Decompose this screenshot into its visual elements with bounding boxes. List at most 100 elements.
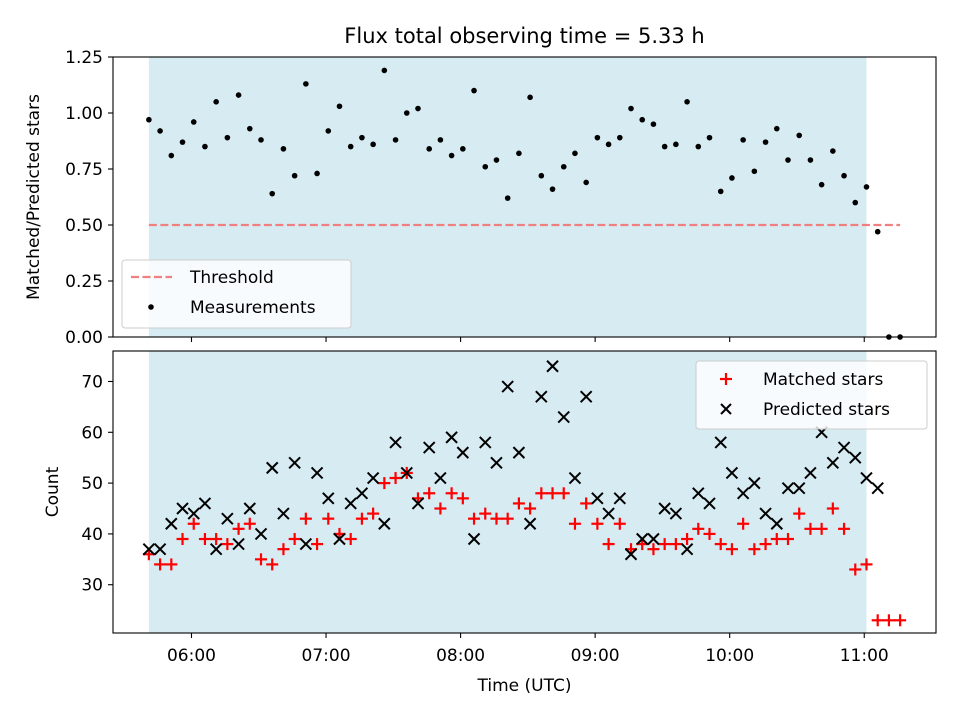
matched-star-point	[344, 533, 357, 545]
predicted-star-point	[512, 446, 526, 459]
measurement-point	[437, 137, 444, 143]
matched-star-point	[154, 558, 167, 571]
predicted-star-point	[523, 517, 537, 530]
top-legend: Threshold Measurements	[121, 259, 352, 329]
top-y-axis-label: Matched/Predicted stars	[24, 94, 44, 300]
predicted-star-point	[266, 461, 279, 475]
measurement-point	[157, 128, 163, 134]
top-y-tick-label: 0.00	[65, 328, 103, 348]
measurement-point	[291, 172, 298, 179]
matched-star-point	[501, 512, 514, 525]
matched-star-point	[277, 543, 290, 556]
matched-star-point	[658, 538, 671, 551]
measurement-point	[516, 150, 522, 157]
matched-star-point	[568, 517, 581, 530]
measurement-point	[258, 137, 264, 143]
bottom-y-tick-label: 60	[81, 423, 103, 443]
matched-star-point	[681, 533, 694, 545]
predicted-star-point	[209, 542, 223, 556]
legend-predicted-swatch	[720, 403, 732, 415]
top-chart-title: Flux total observing time = 5.33 h	[344, 24, 704, 48]
bottom-legend-frame	[695, 360, 928, 430]
matched-star-point	[725, 543, 738, 556]
predicted-star-point	[837, 441, 851, 454]
measurement-point	[280, 146, 287, 152]
measurement-point	[213, 99, 219, 105]
measurement-point	[695, 143, 702, 150]
predicted-star-point	[411, 497, 425, 510]
measurement-point	[370, 141, 376, 148]
predicted-star-point	[389, 436, 402, 449]
measurement-point	[415, 105, 421, 112]
matched-star-point	[737, 517, 750, 530]
measurement-point	[617, 134, 623, 141]
top-plot-marks	[146, 67, 903, 340]
matched-star-point	[266, 558, 279, 571]
legend-measurements-swatch	[148, 304, 154, 310]
predicted-star-point	[748, 476, 761, 490]
measurement-point	[684, 99, 690, 105]
matched-star-point	[232, 522, 245, 535]
bottom-y-tick-label: 40	[81, 525, 103, 545]
predicted-star-point	[624, 548, 638, 561]
matched-star-point	[669, 538, 682, 551]
measurement-point	[269, 190, 276, 197]
matched-star-point	[613, 517, 626, 530]
matched-star-point	[165, 558, 178, 571]
matched-star-point	[826, 502, 839, 515]
measurement-point	[202, 143, 208, 150]
measurement-point	[314, 170, 320, 177]
matched-star-point	[860, 558, 873, 571]
predicted-star-point	[467, 532, 481, 546]
measurement-point	[426, 146, 432, 152]
predicted-star-point	[736, 487, 750, 500]
matched-star-point	[187, 517, 200, 530]
measurement-point	[729, 175, 735, 181]
predicted-star-point	[187, 507, 200, 520]
top-y-axis: 0.00 0.25 0.50 0.75 1.00 1.25	[65, 48, 113, 348]
predicted-star-point	[366, 471, 380, 485]
measurement-point	[572, 150, 578, 157]
predicted-star-point	[142, 542, 156, 556]
matched-star-point	[602, 538, 615, 551]
top-y-tick-label: 1.25	[65, 48, 103, 68]
measurement-point	[830, 148, 836, 154]
measurement-point	[482, 163, 489, 170]
measurement-point	[773, 125, 780, 132]
predicted-star-point	[288, 456, 301, 469]
predicted-star-point	[243, 502, 257, 515]
measurement-point	[303, 81, 309, 87]
matched-star-point	[210, 533, 223, 545]
predicted-star-point	[636, 532, 649, 546]
matched-star-point	[311, 538, 324, 551]
matched-star-point	[714, 538, 727, 551]
measurement-point	[471, 87, 477, 94]
top-y-tick-label: 1.00	[65, 104, 103, 124]
measurement-point	[527, 94, 533, 101]
predicted-star-point	[579, 390, 593, 403]
measurement-point	[392, 137, 399, 143]
matched-star-point	[434, 502, 447, 515]
predicted-star-point	[400, 466, 413, 480]
measurement-point	[493, 157, 500, 163]
measurement-point	[549, 186, 556, 192]
top-plot-frame	[112, 56, 937, 338]
matched-star-point	[838, 522, 851, 535]
predicted-star-point	[658, 502, 671, 515]
predicted-star-point	[378, 517, 391, 530]
bottom-x-axis-label: Time (UTC)	[477, 676, 572, 696]
matched-star-point	[804, 522, 817, 535]
matched-star-point	[535, 487, 548, 500]
top-legend-frame	[121, 259, 352, 329]
measurement-point	[460, 146, 466, 152]
predicted-star-point	[703, 497, 716, 510]
matched-star-point	[322, 512, 335, 525]
matched-star-point	[703, 527, 716, 540]
measurement-point	[583, 179, 589, 186]
matched-star-point	[490, 512, 503, 525]
measurement-point	[246, 125, 253, 132]
matched-star-point	[512, 497, 525, 510]
predicted-star-point	[680, 542, 694, 556]
bottom-plot-frame	[112, 350, 937, 634]
predicted-star-point	[792, 481, 806, 495]
